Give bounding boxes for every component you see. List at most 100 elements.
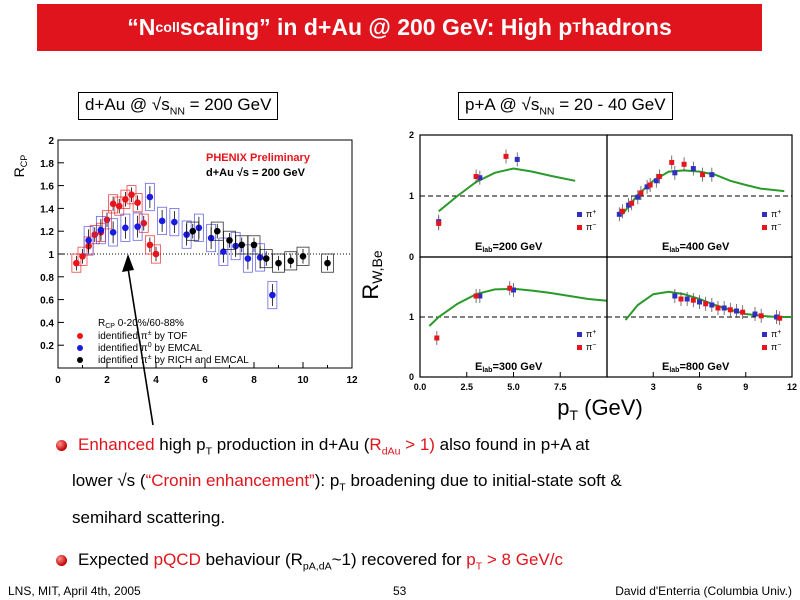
rwbe-point [653,178,659,184]
bullet-item-1: Enhanced high p T production in d+Au (RdA… [56,430,776,532]
rwbe-point [626,202,632,208]
rcp-point [85,237,92,244]
rcp-xtick-label: 8 [251,375,257,386]
rcp-point [122,224,129,232]
phenix-preliminary: PHENIX Preliminary [206,152,311,164]
rcp-point [250,241,258,249]
rcp-point [140,219,148,227]
rwbe-point [758,313,764,319]
rwbe-legend-marker [577,225,582,230]
rwbe-point [503,153,509,159]
rcp-ytick-label: 0.6 [40,296,54,307]
rwbe-point [727,307,733,313]
bullet1-rdau: RdAu > 1) [369,435,435,458]
dau-label: d+Au @ √sNN = 200 GeV [78,92,279,121]
rwbe-point [473,293,479,299]
rcp-syserr-box [120,189,131,209]
rcp-xtick-label: 12 [346,375,358,386]
rwbe-point [709,172,715,178]
rcp-ytick-label: 1.6 [40,182,54,193]
rwbe-xtick-label: 3 [651,382,656,392]
bullet1-t2: production in d+Au ( [212,435,370,454]
rwbe-xtick-label: 12 [787,382,797,392]
system-label: d+Au √s = 200 GeV [206,167,306,179]
rwbe-legend-marker [577,212,582,217]
page-number: 53 [393,584,407,598]
rwbe-legend-marker [762,345,767,350]
bullet1-t1: high p [154,435,206,454]
rcp-point [91,231,99,238]
dau-label-post: = 200 GeV [184,95,272,114]
legend-marker [77,345,83,351]
rcp-ytick-label: 1 [48,250,54,261]
rwbe-legend-marker [762,332,767,337]
legend-title: RCP 0-20%/60-88% [98,318,184,330]
rwbe-legend-entry: π− [586,222,596,232]
bullet2-sub1: pA,dA [302,560,332,573]
rcp-point [226,237,233,244]
rwbe-point [709,302,715,308]
title-text: “N [127,14,156,40]
rwbe-panel-label: Elab=200 GeV [475,241,543,254]
bullet1-t3: also found in p+A at [434,435,590,454]
rwbe-point [715,305,721,311]
rwbe-ytick-label: 1 [409,312,414,322]
rcp-point [128,191,135,199]
rcp-syserr-box [186,221,200,241]
rcp-point [262,255,270,262]
bullet1-enhanced: Enhanced [78,435,155,454]
rcp-ytick-label: 2 [48,136,54,147]
rwbe-point [656,173,662,179]
slide-title: “N coll scaling” in d+Au @ 200 GeV: High … [37,4,762,51]
rcp-syserr-box [296,246,310,266]
rcp-syserr-box [193,213,204,242]
rcp-point [238,241,246,249]
rcp-point [324,259,331,267]
rcp-ytick-label: 1.4 [40,204,54,215]
rwbe-point [436,220,442,226]
rcp-point [299,252,307,260]
rcp-point [220,248,227,256]
title-sub-t: T [572,19,582,36]
footer-left: LNS, MIT, April 4th, 2005 [8,584,141,598]
rwbe-point [473,173,479,179]
rwbe-xtick-label: 6 [697,382,702,392]
rcp-point [275,259,282,267]
legend-entry: identified π± by TOF [98,330,187,342]
rcp-syserr-box [157,206,168,236]
legend-entry: identified π0 by EMCAL [98,342,203,354]
rwbe-legend-entry: π− [586,342,596,352]
bullet1-line2-post: ): p [314,471,340,491]
rwbe-ytick-label: 0 [409,372,414,382]
rcp-point [152,250,160,258]
rcp-chart: RCP PHENIX Preliminary d+Au √s = 200 GeV… [11,136,358,386]
rcp-xtick-label: 6 [202,375,208,386]
rwbe-point [703,301,709,307]
rwbe-point [774,314,780,320]
rwbe-legend-marker [577,332,582,337]
rcp-syserr-box [144,182,155,212]
title-text-mid: scaling” in d+Au @ 200 GeV: High p [179,14,573,40]
rcp-syserr-box [77,246,88,266]
bullet1-sub2: T [339,481,346,494]
rwbe-point [734,308,739,314]
rwbe-legend-marker [762,225,767,230]
rwbe-point [477,293,483,299]
rwbe-xtick-label: 9 [743,382,748,392]
rwbe-point [777,315,783,321]
rcp-point [134,223,141,230]
bullet2-pqcd: pQCD [153,549,201,569]
legend-entry: identified π± by RICH and EMCAL [98,354,249,366]
rcp-point [287,257,295,265]
bullet1-line2-end: broadening due to initial-state soft & [345,471,622,491]
rwbe-point [684,296,690,302]
rwbe-legend-entry: π+ [586,209,596,219]
rcp-syserr-box [321,253,334,273]
bullet-dot-icon [56,554,67,566]
rwbe-point [629,200,635,206]
rcp-point [97,226,105,234]
rcp-syserr-box [181,220,192,249]
bullet1-cronin: “Cronin enhancement” [145,471,315,491]
rcp-syserr-box [151,244,161,264]
rwbe-legend-entry: π+ [771,329,781,339]
